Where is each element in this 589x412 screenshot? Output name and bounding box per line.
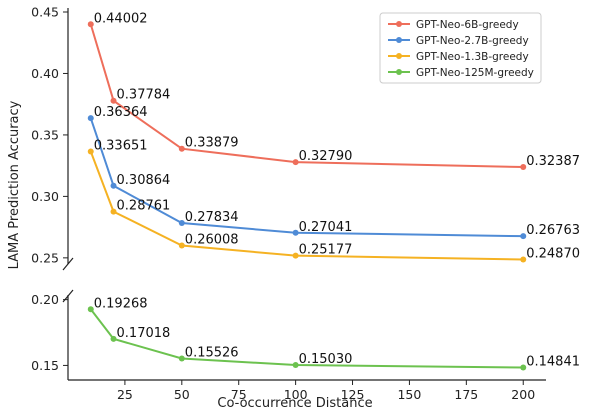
- axis-break-top: [62, 257, 74, 271]
- data-label: 0.17018: [117, 326, 171, 341]
- data-label: 0.14841: [526, 355, 580, 370]
- data-point: [178, 355, 185, 362]
- legend-label: GPT-Neo-2.7B-greedy: [416, 35, 529, 47]
- data-point: [292, 159, 299, 166]
- x-tick-label: 150: [397, 387, 421, 402]
- legend-marker: [396, 69, 402, 75]
- bottom-panel: 0.15 0.20 25 50 75 100 125 150 175 200: [31, 289, 546, 402]
- data-label: 0.15526: [185, 346, 239, 361]
- y-axis-title: LAMA Prediction Accuracy: [7, 100, 22, 269]
- data-label: 0.32387: [526, 154, 580, 169]
- data-point: [520, 233, 527, 240]
- data-point: [292, 229, 299, 236]
- y-tick-label: 0.45: [31, 5, 59, 20]
- data-label: 0.26008: [185, 232, 239, 247]
- x-tick-label: 75: [231, 387, 247, 402]
- data-label: 0.30864: [117, 173, 171, 188]
- data-point: [178, 145, 185, 152]
- legend-label: GPT-Neo-125M-greedy: [416, 67, 534, 79]
- data-point: [520, 256, 527, 263]
- x-tick-label: 175: [454, 387, 478, 402]
- data-label: 0.15030: [299, 352, 353, 367]
- data-label: 0.19268: [94, 296, 148, 311]
- x-tick-label: 100: [284, 387, 308, 402]
- data-label: 0.32790: [299, 149, 353, 164]
- legend-marker: [396, 37, 402, 43]
- x-tick-label: 125: [341, 387, 365, 402]
- data-label: 0.36364: [94, 105, 148, 120]
- x-tick-label: 25: [117, 387, 133, 402]
- data-label: 0.26763: [526, 223, 580, 238]
- data-point: [520, 164, 527, 171]
- data-point: [520, 364, 527, 371]
- data-point: [110, 182, 117, 189]
- data-point: [292, 252, 299, 259]
- data-label: 0.44002: [94, 11, 148, 26]
- data-label: 0.33651: [94, 139, 148, 154]
- data-point: [292, 362, 299, 369]
- data-label: 0.24870: [526, 246, 580, 261]
- data-labels: 0.44002 0.37784 0.33879 0.32790 0.32387 0.363…: [94, 11, 580, 369]
- data-label: 0.27041: [299, 220, 353, 235]
- x-tick-label: 50: [174, 387, 190, 402]
- data-point: [110, 335, 117, 342]
- y-tick-label: 0.25: [31, 250, 59, 265]
- data-label: 0.27834: [185, 210, 239, 225]
- data-point: [178, 242, 185, 249]
- legend-marker: [396, 53, 402, 59]
- data-label: 0.33879: [185, 136, 239, 151]
- y-tick-label: 0.40: [31, 66, 59, 81]
- y-tick-label: 0.30: [31, 189, 59, 204]
- data-label: 0.37784: [117, 88, 171, 103]
- data-point: [87, 306, 94, 313]
- legend: GPT-Neo-6B-greedy GPT-Neo-2.7B-greedy GPT-…: [379, 12, 542, 84]
- x-axis-title: Co-occurrence Distance: [217, 396, 372, 411]
- data-point: [87, 148, 94, 155]
- data-label: 0.28761: [117, 199, 171, 214]
- data-point: [110, 97, 117, 104]
- y-tick-label: 0.15: [31, 358, 59, 373]
- legend-marker: [396, 21, 402, 27]
- legend-label: GPT-Neo-6B-greedy: [416, 19, 519, 31]
- legend-box: [379, 12, 542, 84]
- top-panel: 0.25 0.30 0.35 0.40 0.45: [31, 5, 527, 271]
- legend-label: GPT-Neo-1.3B-greedy: [416, 51, 529, 63]
- y-tick-label: 0.20: [31, 292, 59, 307]
- y-tick-label: 0.35: [31, 127, 59, 142]
- data-label: 0.25177: [299, 243, 353, 258]
- data-point: [87, 115, 94, 122]
- data-point: [110, 208, 117, 215]
- data-point: [178, 220, 185, 227]
- x-tick-label: 200: [511, 387, 535, 402]
- data-point: [87, 21, 94, 28]
